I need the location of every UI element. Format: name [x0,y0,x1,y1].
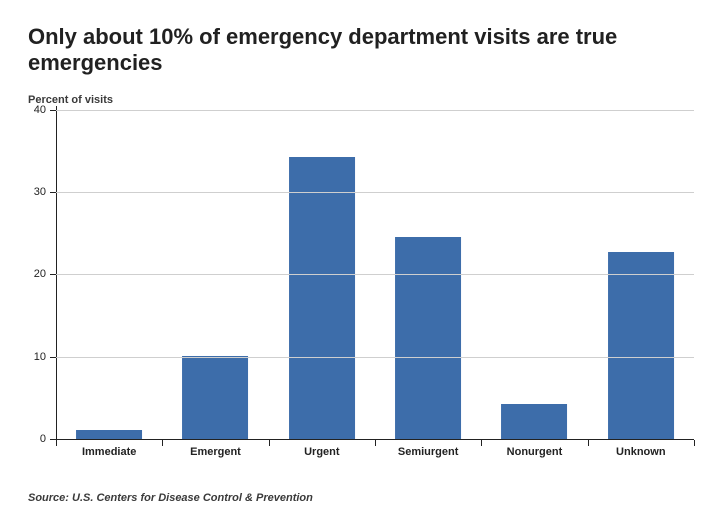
x-label: Semiurgent [375,440,481,464]
x-label: Urgent [269,440,375,464]
x-label: Emergent [162,440,268,464]
y-tick-label: 40 [34,104,56,116]
bar [183,356,249,439]
grid-line [56,110,694,111]
x-tick [162,440,163,446]
x-tick [694,440,695,446]
grid-line [56,357,694,358]
y-tick-label: 0 [40,433,56,445]
bar [289,157,355,439]
chart-zone: 010203040 ImmediateEmergentUrgentSemiurg… [28,110,698,464]
x-label: Immediate [56,440,162,464]
bar [502,404,568,439]
x-tick [375,440,376,446]
x-label: Unknown [588,440,694,464]
x-tick [269,440,270,446]
x-tick [56,440,57,446]
chart-title: Only about 10% of emergency department v… [28,24,698,76]
y-tick-label: 20 [34,268,56,280]
y-axis-label: Percent of visits [28,94,698,106]
source-line: Source: U.S. Centers for Disease Control… [28,492,313,504]
grid-line [56,192,694,193]
y-tick-label: 30 [34,186,56,198]
x-tick [588,440,589,446]
y-tick-label: 10 [34,351,56,363]
chart-container: Only about 10% of emergency department v… [0,0,726,518]
bar [608,252,674,439]
x-tick [481,440,482,446]
grid-line [56,274,694,275]
x-label: Nonurgent [481,440,587,464]
bar [395,237,461,439]
plot-area: 010203040 [56,110,694,440]
bar [76,430,142,439]
